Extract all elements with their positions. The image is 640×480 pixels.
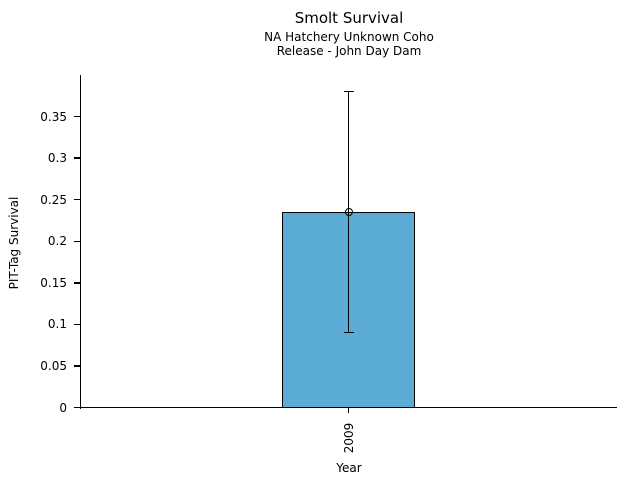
error-bar-cap-upper bbox=[343, 90, 354, 93]
x-tick-label: 2009 bbox=[341, 422, 356, 454]
y-tick-label: 0.1 bbox=[47, 317, 67, 332]
y-tick-mark bbox=[73, 240, 80, 242]
y-tick-mark bbox=[73, 198, 80, 201]
y-tick-mark bbox=[73, 157, 80, 159]
y-tick-label: 0.25 bbox=[40, 192, 67, 207]
y-tick-mark bbox=[73, 406, 80, 409]
y-tick-label: 0 bbox=[59, 400, 67, 415]
y-tick-label: 0.2 bbox=[47, 234, 67, 249]
data-point-marker bbox=[344, 208, 353, 217]
chart-subtitle-line2: Release - John Day Dam bbox=[276, 44, 422, 58]
x-axis-label: Year bbox=[336, 461, 362, 475]
y-tick-label: 0.3 bbox=[47, 151, 67, 166]
y-tick-label: 0.15 bbox=[40, 275, 67, 290]
x-tick-mark bbox=[347, 408, 350, 414]
y-tick-label: 0.05 bbox=[40, 358, 67, 373]
error-bar-cap-lower bbox=[343, 331, 354, 334]
chart-subtitle-line1: NA Hatchery Unknown Coho bbox=[264, 30, 434, 44]
y-axis-spine bbox=[79, 75, 81, 409]
y-tick-mark bbox=[73, 323, 80, 326]
y-tick-mark bbox=[73, 365, 80, 367]
y-tick-label: 0.35 bbox=[40, 109, 67, 124]
chart-title: Smolt Survival bbox=[294, 9, 404, 27]
y-tick-mark bbox=[73, 282, 80, 284]
y-tick-mark bbox=[73, 115, 80, 118]
